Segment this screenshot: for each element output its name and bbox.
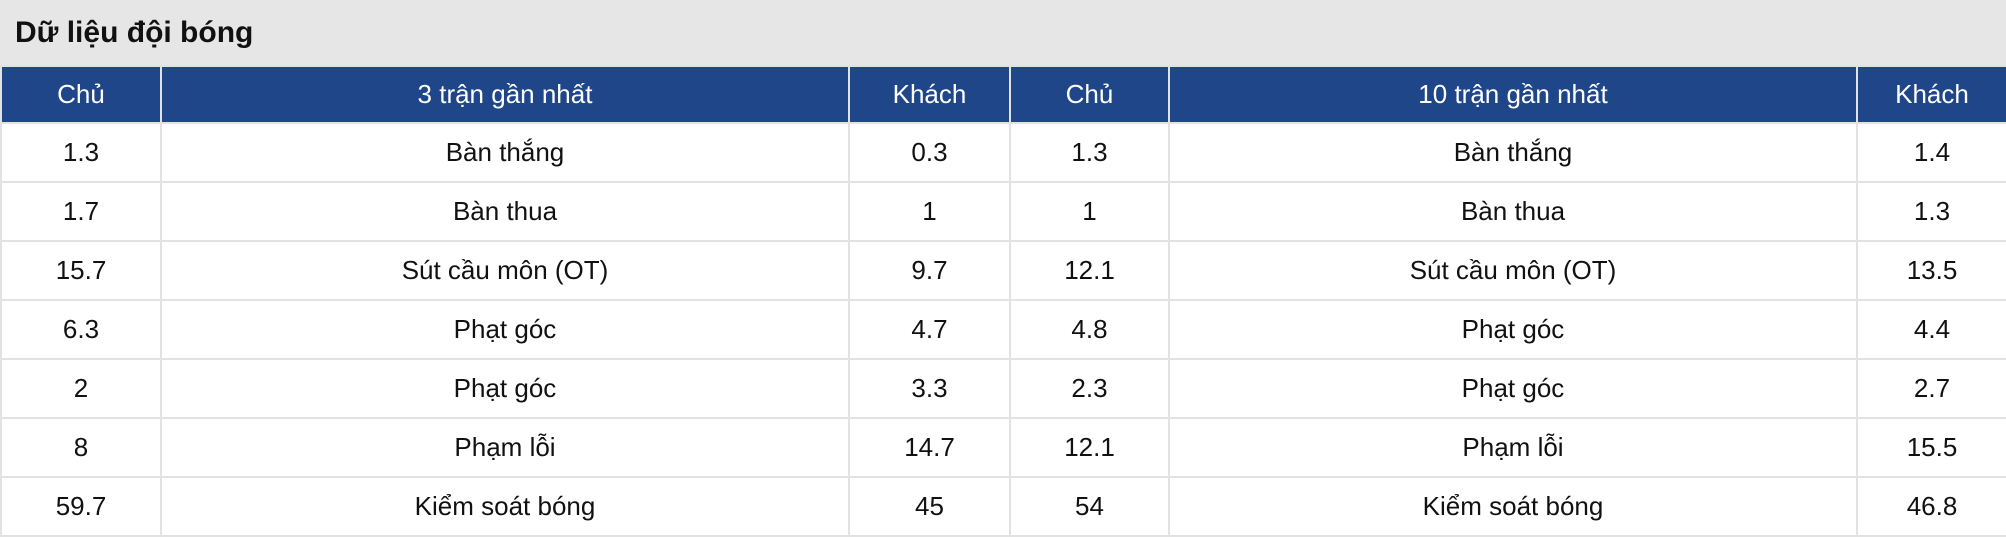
away-value: 13.5: [1856, 240, 2006, 301]
table-row: 2 Phạt góc 3.3 2.3 Phạt góc 2.7: [0, 358, 2006, 419]
section-title: Dữ liệu đội bóng: [15, 15, 254, 49]
table-row: 59.7 Kiểm soát bóng 45 54 Kiểm soát bóng 46.8: [0, 476, 2006, 537]
away-value: 46.8: [1856, 476, 2006, 537]
team-stats-table: Chủ 3 trận gần nhất Khách Chủ 10 trận gần nh…: [0, 65, 2006, 537]
away-value: 14.7: [848, 417, 1011, 478]
away-value: 3.3: [848, 358, 1011, 419]
stat-label: Phạm lỗi: [160, 417, 850, 478]
stat-label: Phạt góc: [160, 299, 850, 360]
column-header-home-last3: Chủ: [0, 65, 162, 124]
column-header-home-last10: Chủ: [1009, 65, 1170, 124]
home-value: 12.1: [1009, 417, 1170, 478]
away-value: 1: [848, 181, 1011, 242]
table-row: 15.7 Sút cầu môn (OT) 9.7 12.1 Sút cầu môn (…: [0, 240, 2006, 301]
home-value: 4.8: [1009, 299, 1170, 360]
home-value: 1.3: [1009, 122, 1170, 183]
home-value: 6.3: [0, 299, 162, 360]
home-value: 12.1: [1009, 240, 1170, 301]
stat-label: Sút cầu môn (OT): [1168, 240, 1858, 301]
home-value: 8: [0, 417, 162, 478]
home-value: 1: [1009, 181, 1170, 242]
column-header-away-last3: Khách: [848, 65, 1011, 124]
home-value: 2.3: [1009, 358, 1170, 419]
away-value: 45: [848, 476, 1011, 537]
stat-label: Kiểm soát bóng: [160, 476, 850, 537]
home-value: 1.7: [0, 181, 162, 242]
home-value: 59.7: [0, 476, 162, 537]
stat-label: Phạm lỗi: [1168, 417, 1858, 478]
away-value: 9.7: [848, 240, 1011, 301]
away-value: 15.5: [1856, 417, 2006, 478]
table-row: 1.3 Bàn thắng 0.3 1.3 Bàn thắng 1.4: [0, 122, 2006, 183]
section-header: Dữ liệu đội bóng: [0, 0, 2006, 65]
away-value: 1.4: [1856, 122, 2006, 183]
stat-label: Bàn thua: [1168, 181, 1858, 242]
table-row: 8 Phạm lỗi 14.7 12.1 Phạm lỗi 15.5: [0, 417, 2006, 478]
home-value: 1.3: [0, 122, 162, 183]
away-value: 4.7: [848, 299, 1011, 360]
stat-label: Bàn thua: [160, 181, 850, 242]
table-row: 1.7 Bàn thua 1 1 Bàn thua 1.3: [0, 181, 2006, 242]
stat-label: Bàn thắng: [160, 122, 850, 183]
column-header-stat-last10: 10 trận gần nhất: [1168, 65, 1858, 124]
column-header-away-last10: Khách: [1856, 65, 2006, 124]
table-row: 6.3 Phạt góc 4.7 4.8 Phạt góc 4.4: [0, 299, 2006, 360]
stat-label: Bàn thắng: [1168, 122, 1858, 183]
stat-label: Phạt góc: [1168, 299, 1858, 360]
column-header-stat-last3: 3 trận gần nhất: [160, 65, 850, 124]
away-value: 4.4: [1856, 299, 2006, 360]
home-value: 54: [1009, 476, 1170, 537]
table-header-row: Chủ 3 trận gần nhất Khách Chủ 10 trận gần nh…: [0, 65, 2006, 124]
stat-label: Phạt góc: [1168, 358, 1858, 419]
away-value: 1.3: [1856, 181, 2006, 242]
home-value: 2: [0, 358, 162, 419]
stat-label: Kiểm soát bóng: [1168, 476, 1858, 537]
away-value: 2.7: [1856, 358, 2006, 419]
home-value: 15.7: [0, 240, 162, 301]
away-value: 0.3: [848, 122, 1011, 183]
stat-label: Phạt góc: [160, 358, 850, 419]
stat-label: Sút cầu môn (OT): [160, 240, 850, 301]
